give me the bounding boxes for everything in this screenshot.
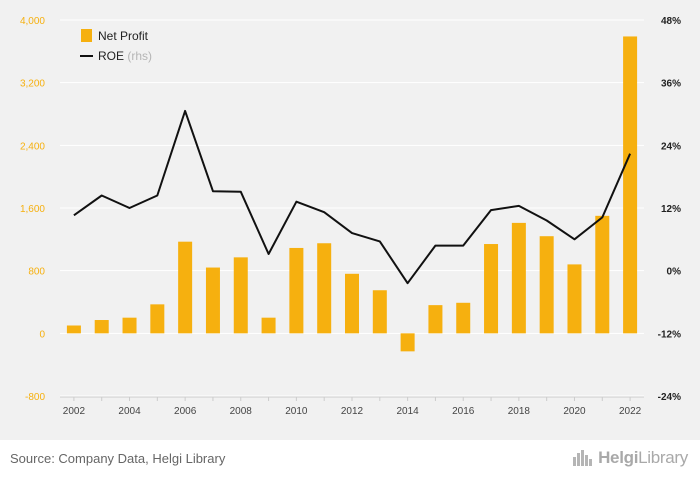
chart-area: -800 0 800 1,600 2,400 3,200 4,000 -24% -12% 0% 1… bbox=[0, 0, 700, 440]
bar-net-profit-2012 bbox=[345, 273, 359, 334]
x-tick-label: 2018 bbox=[508, 406, 531, 417]
bar-net-profit-2019 bbox=[539, 236, 554, 334]
bar-net-profit-2008 bbox=[233, 257, 248, 334]
bar-net-profit-2011 bbox=[317, 243, 332, 334]
chart-svg: -800 0 800 1,600 2,400 3,200 4,000 -24% -12% 0% 1… bbox=[20, 16, 681, 417]
line-layer bbox=[73, 109, 632, 285]
bar-net-profit-2018 bbox=[511, 222, 526, 334]
legend-label-roe-name: ROE bbox=[98, 49, 124, 63]
x-tick-label: 2014 bbox=[396, 406, 419, 417]
legend-label-net-profit: Net Profit bbox=[98, 29, 149, 43]
x-tick-label: 2022 bbox=[619, 406, 642, 417]
legend: Net Profit ROE (rhs) bbox=[80, 29, 152, 63]
x-tick-label: 2004 bbox=[118, 406, 141, 417]
x-tick-label: 2008 bbox=[230, 406, 253, 417]
grid-layer bbox=[60, 19, 644, 397]
x-tick-label: 2012 bbox=[341, 406, 364, 417]
right-tick-label: 0% bbox=[667, 267, 682, 278]
legend-label-roe-suffix: (rhs) bbox=[127, 49, 152, 63]
legend-label-roe: ROE (rhs) bbox=[98, 49, 152, 63]
helgi-library-logo: Helgi Library bbox=[572, 448, 688, 468]
bar-net-profit-2017 bbox=[484, 244, 499, 334]
left-tick-label: 1,600 bbox=[20, 204, 45, 215]
bar-net-profit-2007 bbox=[205, 267, 220, 334]
logo-text-helgi: Helgi bbox=[598, 448, 639, 467]
left-tick-label: 0 bbox=[39, 329, 45, 340]
bar-net-profit-2003 bbox=[94, 320, 109, 334]
right-axis: -24% -12% 0% 12% 24% 36% 48% bbox=[658, 16, 681, 403]
bar-net-profit-2014 bbox=[400, 333, 415, 352]
x-tick-label: 2016 bbox=[452, 406, 475, 417]
right-tick-label: 12% bbox=[661, 204, 681, 215]
x-tick-label: 2010 bbox=[285, 406, 308, 417]
left-tick-label: 2,400 bbox=[20, 141, 45, 152]
right-tick-label: -12% bbox=[658, 329, 681, 340]
bar-net-profit-2013 bbox=[372, 290, 387, 334]
right-tick-label: 36% bbox=[661, 79, 681, 90]
bar-net-profit-2004 bbox=[122, 317, 137, 334]
bar-net-profit-2002 bbox=[66, 325, 81, 334]
source-note: Source: Company Data, Helgi Library bbox=[10, 451, 226, 466]
right-tick-label: -24% bbox=[658, 392, 681, 403]
line-roe bbox=[73, 109, 632, 285]
logo-text-library: Library bbox=[638, 448, 688, 467]
bar-net-profit-2020 bbox=[567, 264, 582, 334]
left-axis: -800 0 800 1,600 2,400 3,200 4,000 bbox=[20, 16, 45, 403]
bars-layer bbox=[66, 36, 638, 352]
bar-net-profit-2016 bbox=[456, 302, 471, 334]
bar-net-profit-2010 bbox=[289, 247, 304, 334]
bar-net-profit-2022 bbox=[623, 36, 638, 334]
left-tick-label: 800 bbox=[28, 267, 45, 278]
right-tick-label: 48% bbox=[661, 16, 681, 27]
left-tick-label: 4,000 bbox=[20, 16, 45, 27]
x-tick-label: 2020 bbox=[563, 406, 586, 417]
bar-net-profit-2009 bbox=[261, 317, 276, 334]
bar-net-profit-2015 bbox=[428, 305, 443, 334]
bar-net-profit-2006 bbox=[178, 241, 193, 334]
bar-net-profit-2005 bbox=[150, 304, 165, 334]
left-tick-label: 3,200 bbox=[20, 79, 45, 90]
footer: Source: Company Data, Helgi Library Helg… bbox=[0, 440, 700, 483]
x-axis: 2002 2004 2006 2008 2010 2012 2014 2016 2018 2020… bbox=[60, 396, 644, 417]
x-tick-label: 2002 bbox=[63, 406, 86, 417]
left-tick-label: -800 bbox=[25, 392, 45, 403]
skyline-icon bbox=[573, 450, 593, 466]
right-tick-label: 24% bbox=[661, 141, 681, 152]
legend-swatch-net-profit bbox=[81, 29, 92, 42]
bar-net-profit-2021 bbox=[595, 215, 610, 334]
x-tick-label: 2006 bbox=[174, 406, 197, 417]
